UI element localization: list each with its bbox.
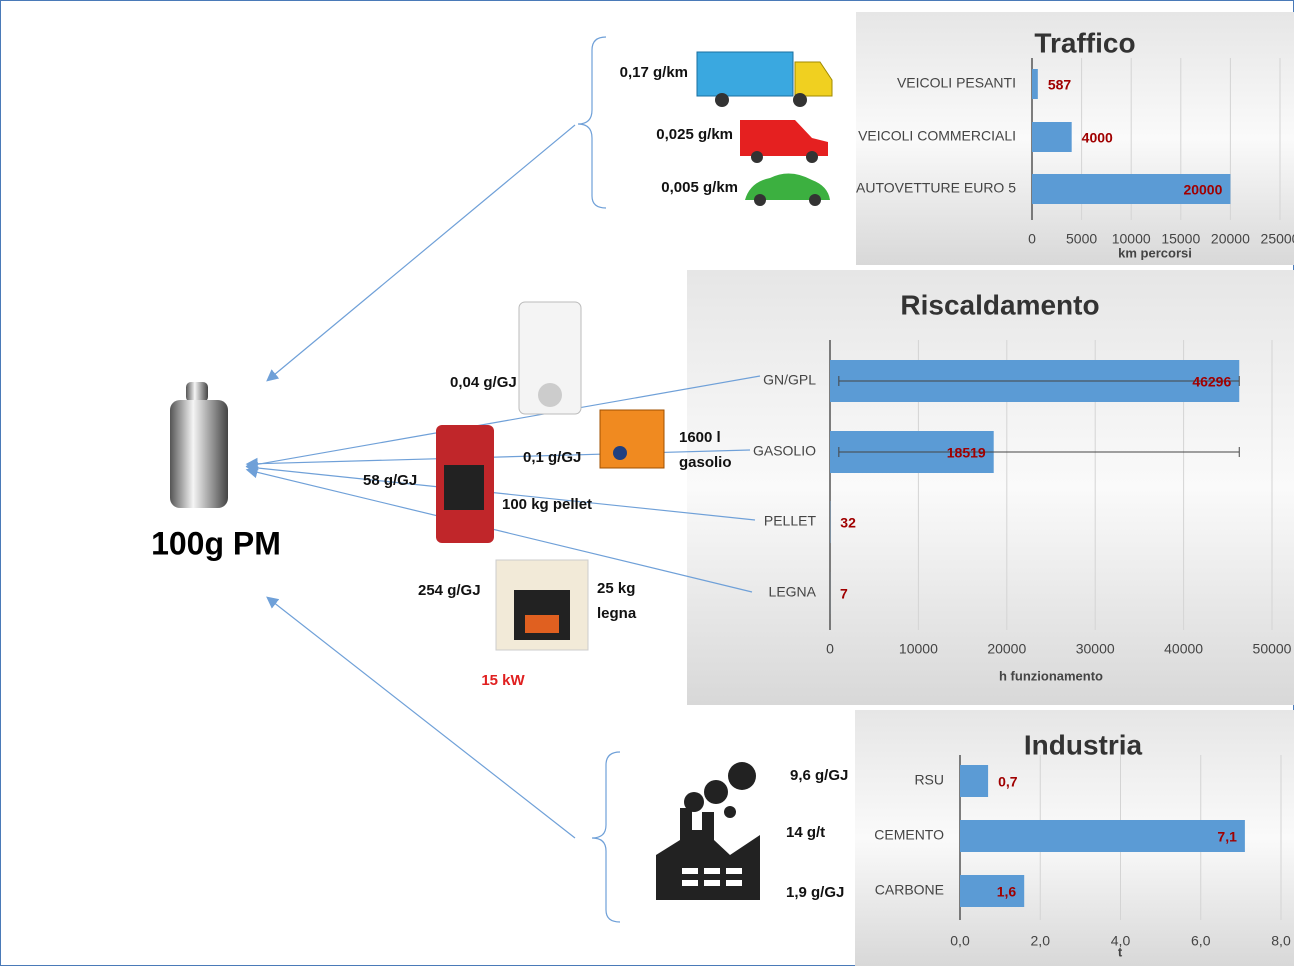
x-axis-label: km percorsi bbox=[1118, 245, 1192, 260]
emission-label: 0,1 g/GJ bbox=[523, 449, 581, 466]
value-label: 587 bbox=[1048, 77, 1072, 93]
quantity-label: 1600 l bbox=[679, 429, 721, 446]
emission-label: 14 g/t bbox=[786, 824, 825, 841]
emission-label: 1,9 g/GJ bbox=[786, 884, 844, 901]
x-tick-label: 2,0 bbox=[1031, 933, 1051, 949]
x-tick-label: 0 bbox=[826, 641, 834, 657]
x-tick-label: 25000 bbox=[1261, 231, 1294, 247]
category-label: PELLET bbox=[764, 513, 817, 529]
value-label: 32 bbox=[840, 515, 856, 531]
quantity-label: legna bbox=[597, 605, 637, 622]
category-label: GASOLIO bbox=[753, 443, 816, 459]
category-label: CARBONE bbox=[875, 882, 944, 898]
value-label: 20000 bbox=[1183, 182, 1222, 198]
bar bbox=[960, 820, 1245, 852]
chart-title: Riscaldamento bbox=[900, 289, 1099, 320]
value-label: 18519 bbox=[947, 445, 986, 461]
x-tick-label: 5000 bbox=[1066, 231, 1097, 247]
center-label: 100g PM bbox=[151, 525, 281, 561]
quantity-label: 100 kg pellet bbox=[502, 496, 592, 513]
emission-label: 0,005 g/km bbox=[661, 179, 738, 196]
x-tick-label: 50000 bbox=[1253, 641, 1292, 657]
x-tick-label: 0 bbox=[1028, 231, 1036, 247]
x-axis-label: t bbox=[1118, 944, 1123, 959]
x-tick-label: 20000 bbox=[1211, 231, 1250, 247]
quantity-label: 25 kg bbox=[597, 580, 635, 597]
diesel-tank-icon bbox=[600, 410, 664, 468]
boiler-icon bbox=[519, 302, 581, 414]
value-label: 46296 bbox=[1192, 374, 1231, 390]
category-label: VEICOLI PESANTI bbox=[897, 75, 1016, 91]
value-label: 4000 bbox=[1082, 130, 1113, 146]
chart-title: Industria bbox=[1024, 729, 1143, 760]
bar bbox=[960, 765, 988, 797]
emission-label: 58 g/GJ bbox=[363, 472, 417, 489]
emission-label: 0,04 g/GJ bbox=[450, 374, 517, 391]
emission-label: 254 g/GJ bbox=[418, 582, 481, 599]
infographic: 100g PM 0,17 g/km 0,025 g/km 0,005 g/km … bbox=[0, 0, 1294, 966]
x-tick-label: 15000 bbox=[1161, 231, 1200, 247]
x-tick-label: 6,0 bbox=[1191, 933, 1211, 949]
chart-title: Traffico bbox=[1034, 27, 1135, 58]
pellet-stove-icon bbox=[436, 425, 494, 543]
quantity-label: gasolio bbox=[679, 454, 732, 471]
value-label: 7,1 bbox=[1217, 829, 1237, 845]
x-axis-label: h funzionamento bbox=[999, 668, 1103, 683]
x-tick-label: 0,0 bbox=[950, 933, 970, 949]
emission-label: 0,025 g/km bbox=[656, 126, 733, 143]
emission-label: 9,6 g/GJ bbox=[790, 767, 848, 784]
category-label: CEMENTO bbox=[874, 827, 944, 843]
value-label: 7 bbox=[840, 586, 848, 602]
category-label: AUTOVETTURE EURO 5 bbox=[856, 180, 1016, 196]
weight-icon bbox=[170, 382, 228, 508]
x-tick-label: 30000 bbox=[1076, 641, 1115, 657]
category-label: LEGNA bbox=[769, 584, 817, 600]
bar bbox=[1032, 69, 1038, 99]
bar bbox=[1032, 122, 1072, 152]
x-tick-label: 40000 bbox=[1164, 641, 1203, 657]
x-tick-label: 10000 bbox=[899, 641, 938, 657]
value-label: 1,6 bbox=[997, 884, 1017, 900]
x-tick-label: 20000 bbox=[987, 641, 1026, 657]
category-label: VEICOLI COMMERCIALI bbox=[858, 128, 1016, 144]
x-tick-label: 10000 bbox=[1112, 231, 1151, 247]
category-label: RSU bbox=[914, 772, 944, 788]
power-label: 15 kW bbox=[481, 672, 525, 689]
x-tick-label: 8,0 bbox=[1271, 933, 1291, 949]
fireplace-icon bbox=[496, 560, 588, 650]
category-label: GN/GPL bbox=[763, 372, 816, 388]
emission-label: 0,17 g/km bbox=[620, 64, 688, 81]
value-label: 0,7 bbox=[998, 774, 1018, 790]
